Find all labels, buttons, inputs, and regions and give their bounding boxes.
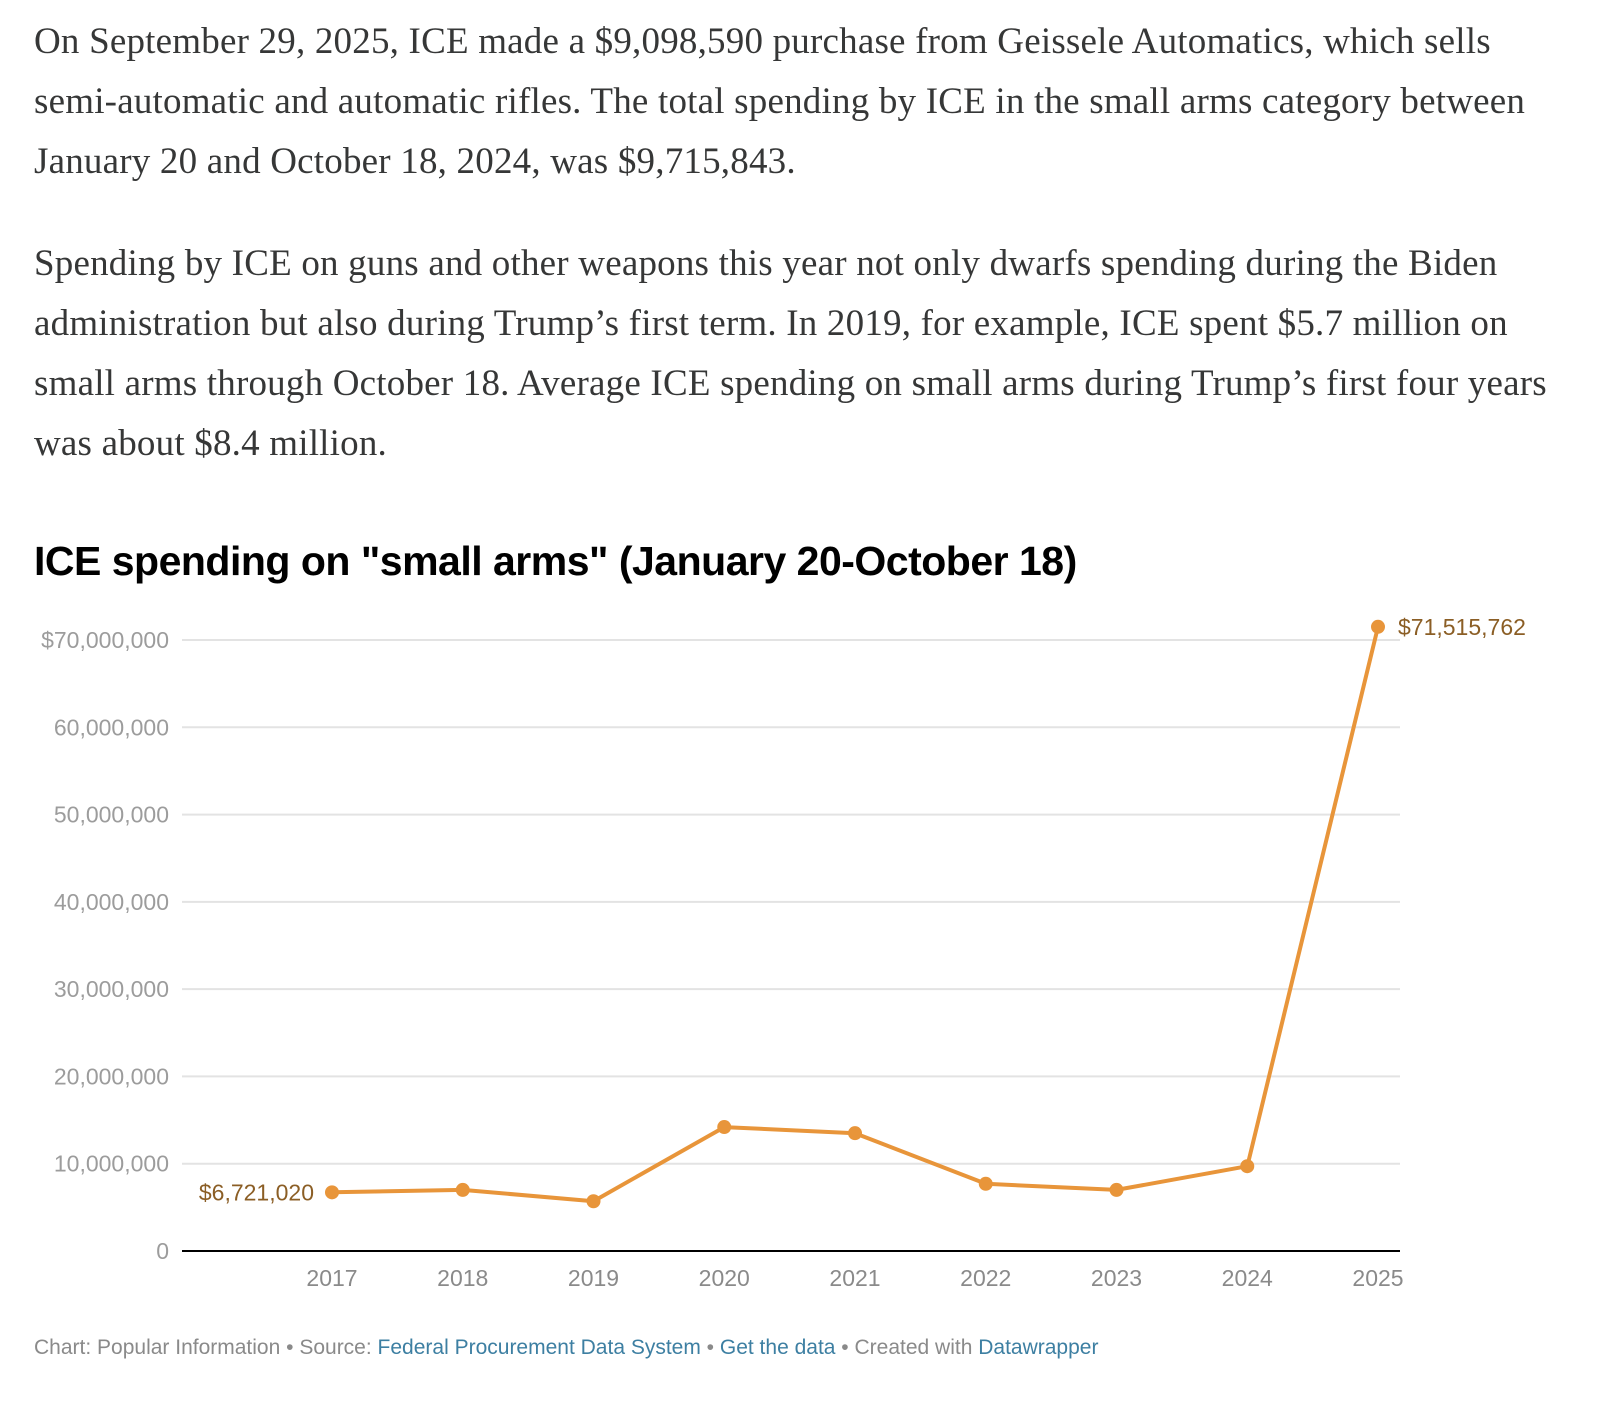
y-tick-label: 30,000,000 [54,976,169,1002]
datawrapper-link[interactable]: Datawrapper [978,1336,1099,1359]
y-axis-ticks: 0 10,000,000 20,000,000 30,000,000 40,000,00… [41,627,169,1264]
created-with-label: Created with [854,1336,979,1359]
x-tick-label: 2017 [306,1265,357,1291]
chart-footer: Chart: Popular Information • Source: Fed… [34,1336,1098,1360]
x-tick-label: 2025 [1352,1265,1403,1291]
data-label-2025: $71,515,762 [1398,614,1526,640]
data-point-2024 [1240,1159,1255,1174]
source-link[interactable]: Federal Procurement Data System [377,1336,701,1359]
article-paragraph-2: Spending by ICE on guns and other weapon… [34,243,1547,464]
y-tick-label: 10,000,000 [54,1151,169,1177]
data-point-2025 [1371,619,1385,634]
data-point-2019 [586,1194,601,1209]
x-tick-label: 2018 [437,1265,488,1291]
y-tick-label: 20,000,000 [54,1063,169,1089]
y-tick-label: 50,000,000 [54,802,169,828]
x-tick-label: 2023 [1091,1265,1142,1291]
y-tick-label: 0 [156,1238,169,1264]
get-the-data-link[interactable]: Get the data [719,1336,836,1359]
line-chart: 0 10,000,000 20,000,000 30,000,000 40,000,00… [41,614,1526,1291]
x-tick-label: 2019 [568,1265,619,1291]
y-tick-label: 60,000,000 [54,714,169,740]
data-point-2018 [455,1182,470,1197]
data-point-2020 [717,1120,732,1135]
data-point-2022 [978,1176,993,1191]
series-line [331,626,1380,1204]
y-tick-label: 40,000,000 [54,889,169,915]
separator: • [280,1336,300,1359]
data-point-2017 [325,1185,339,1200]
x-axis-ticks: 2017 2018 2019 2020 2021 2022 2023 2024 2025 [306,1265,1403,1291]
separator: • [700,1336,720,1359]
data-point-2023 [1109,1182,1124,1197]
separator: • [835,1336,855,1359]
data-points [325,619,1385,1209]
source-label: Source: [299,1336,378,1359]
article-paragraph-1: On September 29, 2025, ICE made a $9,098… [34,21,1526,182]
x-tick-label: 2020 [699,1265,750,1291]
data-label-2017: $6,721,020 [199,1179,314,1205]
gridlines [182,639,1400,1165]
data-point-2021 [848,1126,862,1141]
y-tick-label: $70,000,000 [41,627,169,653]
x-tick-label: 2024 [1222,1265,1273,1291]
chart-title: ICE spending on "small arms" (January 20… [34,538,1077,584]
data-labels: $6,721,020 $71,515,762 [199,614,1526,1206]
x-tick-label: 2021 [829,1265,880,1291]
x-tick-label: 2022 [960,1265,1011,1291]
chart-credit: Chart: Popular Information [34,1336,281,1359]
